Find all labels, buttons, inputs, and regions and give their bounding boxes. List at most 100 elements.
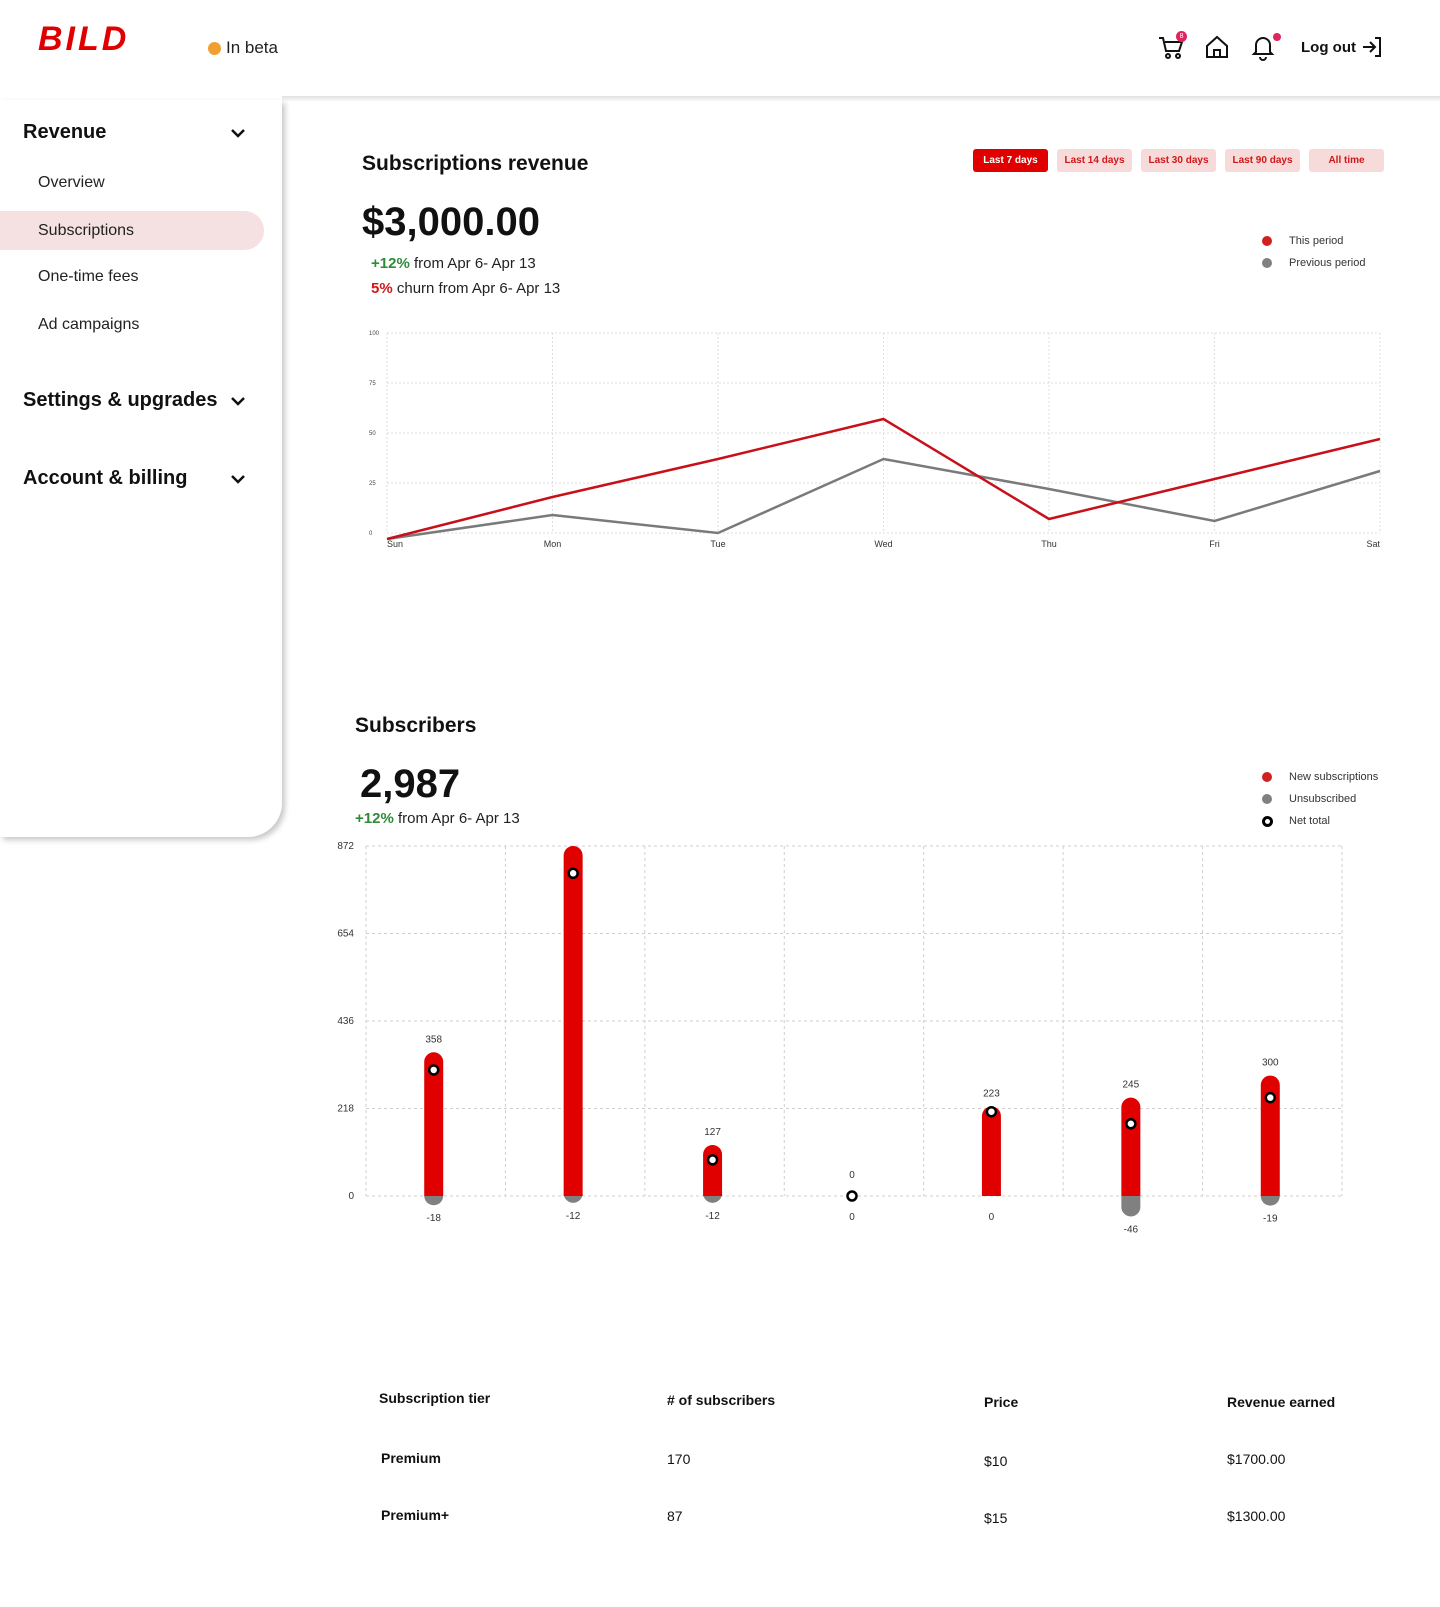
sidebar-item-ad-campaigns[interactable]: Ad campaigns [38, 316, 140, 333]
bell-icon[interactable] [1249, 33, 1282, 61]
beta-dot-icon [208, 41, 221, 55]
sidebar-item-subscriptions[interactable]: Subscriptions [38, 222, 135, 239]
x-tick-label: Wed [874, 539, 892, 549]
period-tabs: Last 7 days Last 14 days Last 30 days La… [973, 149, 1384, 172]
bar-bottom-label: -12 [566, 1211, 581, 1222]
logout-button[interactable]: Log out [1301, 35, 1384, 59]
y-tick-label: 872 [337, 841, 354, 852]
new-subscriptions-bar [703, 1145, 723, 1196]
sidebar-item-overview[interactable]: Overview [38, 174, 105, 191]
chevron-down-icon [231, 474, 245, 484]
x-tick-label: Fri [1209, 539, 1220, 549]
bar-top-label: 300 [1262, 1058, 1279, 1069]
revenue-churn-value: 5% [371, 280, 393, 297]
this-period-dot-icon [1262, 236, 1272, 246]
chevron-down-icon [231, 128, 245, 138]
logout-icon [1363, 37, 1381, 57]
svg-text:BILD: BILD [38, 20, 129, 54]
notification-dot [1273, 33, 1282, 41]
bar-bottom-label: 0 [989, 1212, 995, 1223]
table-cell-subscribers: 87 [667, 1508, 683, 1524]
legend-unsub: Unsubscribed [1289, 793, 1357, 805]
x-tick-label: Tue [710, 539, 725, 549]
chevron-down-icon [231, 396, 245, 406]
legend-previous-period: Previous period [1289, 257, 1366, 269]
table-cell-subscribers: 170 [667, 1451, 691, 1467]
x-tick-label: Mon [544, 539, 562, 549]
sidebar-section-revenue[interactable]: Revenue [23, 121, 247, 144]
net-total-marker [1264, 1091, 1277, 1104]
line-chart-grid [386, 332, 1381, 534]
new-subscriptions-bar [1121, 1097, 1141, 1196]
sidebar-section-account[interactable]: Account & billing [23, 467, 247, 490]
legend-this-period: This period [1289, 235, 1344, 247]
tab-last-14-days[interactable]: Last 14 days [1057, 149, 1132, 172]
subscribers-count: 2,987 [360, 762, 461, 806]
tab-last-90-days[interactable]: Last 90 days [1225, 149, 1300, 172]
table-cell-revenue: $1300.00 [1227, 1508, 1286, 1524]
bar-bottom-label: -12 [705, 1211, 720, 1222]
new-subscriptions-bar [1260, 1075, 1280, 1196]
y-tick-label: 75 [369, 381, 376, 387]
x-tick-label: Sun [387, 539, 403, 549]
tab-all-time[interactable]: All time [1309, 149, 1384, 172]
header: BILD In beta 8 Log out [0, 0, 1440, 100]
legend-new: New subscriptions [1289, 771, 1379, 783]
net-total-marker [1125, 1118, 1137, 1130]
unsubscribed-dot-icon [1262, 794, 1272, 804]
table-header-subscribers: # of subscribers [667, 1392, 776, 1408]
tab-last-30-days[interactable]: Last 30 days [1141, 149, 1216, 172]
net-total-marker [846, 1190, 858, 1202]
y-tick-label: 0 [348, 1191, 354, 1202]
net-total-marker [567, 867, 579, 880]
table-cell-revenue: $1700.00 [1227, 1451, 1286, 1467]
new-subscriptions-bar [981, 1106, 1001, 1196]
sidebar: Revenue Overview Subscriptions One-time … [0, 100, 282, 837]
net-total-marker [427, 1064, 440, 1076]
series-line-this-period [386, 417, 1381, 541]
new-subscriptions-bar [424, 1052, 444, 1196]
series-line-previous-period [386, 457, 1381, 541]
revenue-amount: $3,000.00 [362, 200, 540, 244]
y-tick-label: 100 [369, 331, 380, 337]
x-tick-label: Thu [1041, 539, 1057, 549]
bar-bottom-label: 0 [849, 1212, 855, 1223]
bar-top-label: 358 [425, 1034, 442, 1045]
table-cell-price: $15 [984, 1510, 1008, 1526]
home-icon[interactable] [1203, 33, 1231, 61]
new-subscriptions-bar [563, 846, 583, 1196]
bar-bottom-label: -46 [1124, 1224, 1139, 1235]
sidebar-item-one-time-fees[interactable]: One-time fees [38, 268, 139, 285]
bild-logo[interactable]: BILD [38, 20, 196, 54]
content-shadow [282, 96, 1440, 102]
unsubscribed-bar [1260, 1196, 1280, 1206]
tab-last-7-days[interactable]: Last 7 days [973, 149, 1048, 172]
y-tick-label: 0 [369, 531, 373, 537]
revenue-title: Subscriptions revenue [362, 152, 589, 175]
net-total-ring-icon [1262, 815, 1273, 827]
net-total-marker [985, 1105, 998, 1118]
table-cell-tier: Premium+ [381, 1507, 450, 1523]
revenue-line-chart: 0 25 50 75 100 Sun Mon Tue Wed Thu Fri Sat [369, 331, 1381, 549]
subscribers-title: Subscribers [355, 714, 477, 737]
subscribers-growth-text: from Apr 6- Apr 13 [397, 810, 520, 827]
revenue-legend: This period Previous period [1262, 230, 1365, 274]
y-tick-label: 218 [337, 1104, 354, 1115]
unsubscribed-bar [1121, 1196, 1141, 1217]
subscribers-growth: +12% from Apr 6- Apr 13 [355, 810, 520, 827]
table-cell-price: $10 [984, 1453, 1008, 1469]
legend-net: Net total [1289, 815, 1330, 827]
unsubscribed-bar [563, 1193, 583, 1203]
beta-label: In beta [226, 38, 278, 57]
y-tick-label: 25 [369, 481, 376, 487]
beta-indicator: In beta [208, 38, 278, 58]
table-header-tier: Subscription tier [379, 1390, 491, 1406]
net-total-marker [706, 1154, 719, 1166]
logout-label: Log out [1301, 38, 1356, 56]
active-item-highlight [0, 211, 264, 250]
new-subscriptions-dot-icon [1262, 772, 1272, 782]
sidebar-section-settings[interactable]: Settings & upgrades [23, 389, 247, 412]
bar-top-label: 245 [1123, 1080, 1140, 1091]
cart-icon[interactable]: 8 [1157, 31, 1188, 61]
revenue-growth-text: from Apr 6- Apr 13 [413, 255, 536, 272]
